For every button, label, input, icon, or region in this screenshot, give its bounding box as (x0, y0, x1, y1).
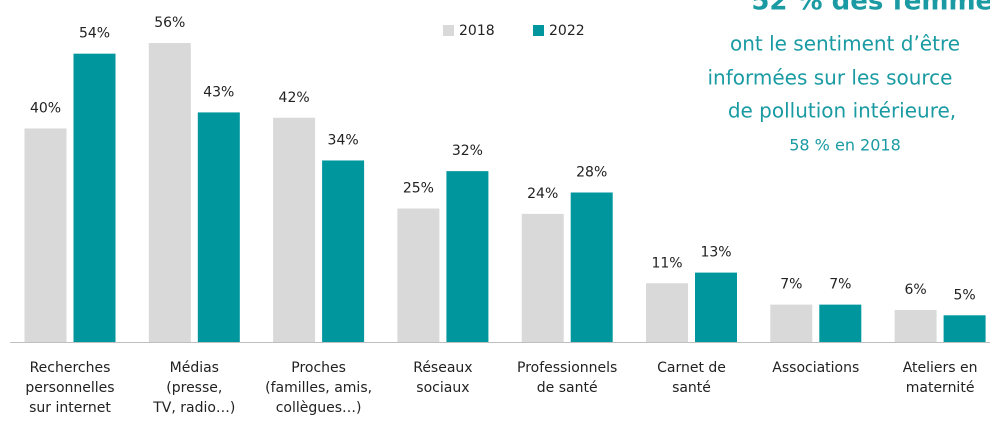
bar (322, 160, 365, 342)
bar (24, 128, 67, 342)
data-label: 7% (780, 277, 802, 293)
data-label: 32% (452, 143, 483, 159)
x-tick-label: Associations (772, 360, 859, 376)
x-tick-label: TV, radio…) (152, 400, 235, 416)
x-tick-label: sociaux (416, 380, 469, 396)
data-label: 11% (651, 255, 682, 271)
data-label: 34% (328, 132, 359, 148)
annotation: ont le sentiment d’être (730, 32, 960, 56)
bar (148, 43, 191, 342)
bar (73, 53, 116, 343)
x-tick-label: maternité (906, 380, 975, 396)
bar (819, 304, 862, 342)
bar (894, 309, 937, 342)
data-label: 5% (953, 287, 975, 303)
x-tick-label: Recherches (30, 360, 111, 376)
bar (570, 192, 613, 342)
legend-label: 2022 (549, 23, 585, 39)
data-label: 24% (527, 186, 558, 202)
x-tick-label: (familles, amis, (265, 380, 372, 396)
legend-swatch (533, 25, 544, 36)
x-tick-label: sur internet (29, 400, 111, 416)
x-tick-label: Professionnels (517, 360, 617, 376)
x-tick-label: collègues…) (276, 400, 362, 416)
data-label: 40% (30, 100, 61, 116)
x-tick-label: Proches (291, 360, 346, 376)
data-label: 28% (576, 165, 607, 181)
annotation: 52 % des femmes (751, 0, 990, 17)
bar (695, 272, 737, 342)
annotation: de pollution intérieure, (728, 99, 956, 123)
x-tick-label: Ateliers en (903, 360, 978, 376)
data-label: 56% (154, 15, 185, 31)
bar (273, 117, 316, 342)
bar (521, 213, 564, 342)
bar (646, 283, 688, 342)
bar (770, 304, 813, 342)
annotation: 58 % en 2018 (789, 136, 901, 155)
x-tick-label: (presse, (166, 380, 222, 396)
x-tick-label: Réseaux (413, 360, 472, 376)
bar (197, 112, 240, 343)
bar (446, 171, 489, 342)
data-label: 25% (403, 181, 434, 197)
legend-swatch (443, 25, 454, 36)
data-label: 43% (203, 84, 234, 100)
x-tick-label: personnelles (25, 380, 114, 396)
data-label: 42% (279, 90, 310, 106)
bar (943, 315, 986, 342)
data-label: 13% (700, 245, 731, 261)
bar (397, 208, 440, 342)
data-label: 6% (904, 282, 926, 298)
x-tick-label: Médias (170, 360, 219, 376)
x-tick-label: Carnet de (657, 360, 726, 376)
data-label: 7% (829, 277, 851, 293)
x-tick-label: santé (672, 380, 711, 396)
legend-label: 2018 (459, 23, 495, 39)
data-label: 54% (79, 26, 110, 42)
annotation: informées sur les source (708, 66, 953, 90)
x-tick-label: de santé (537, 380, 598, 396)
